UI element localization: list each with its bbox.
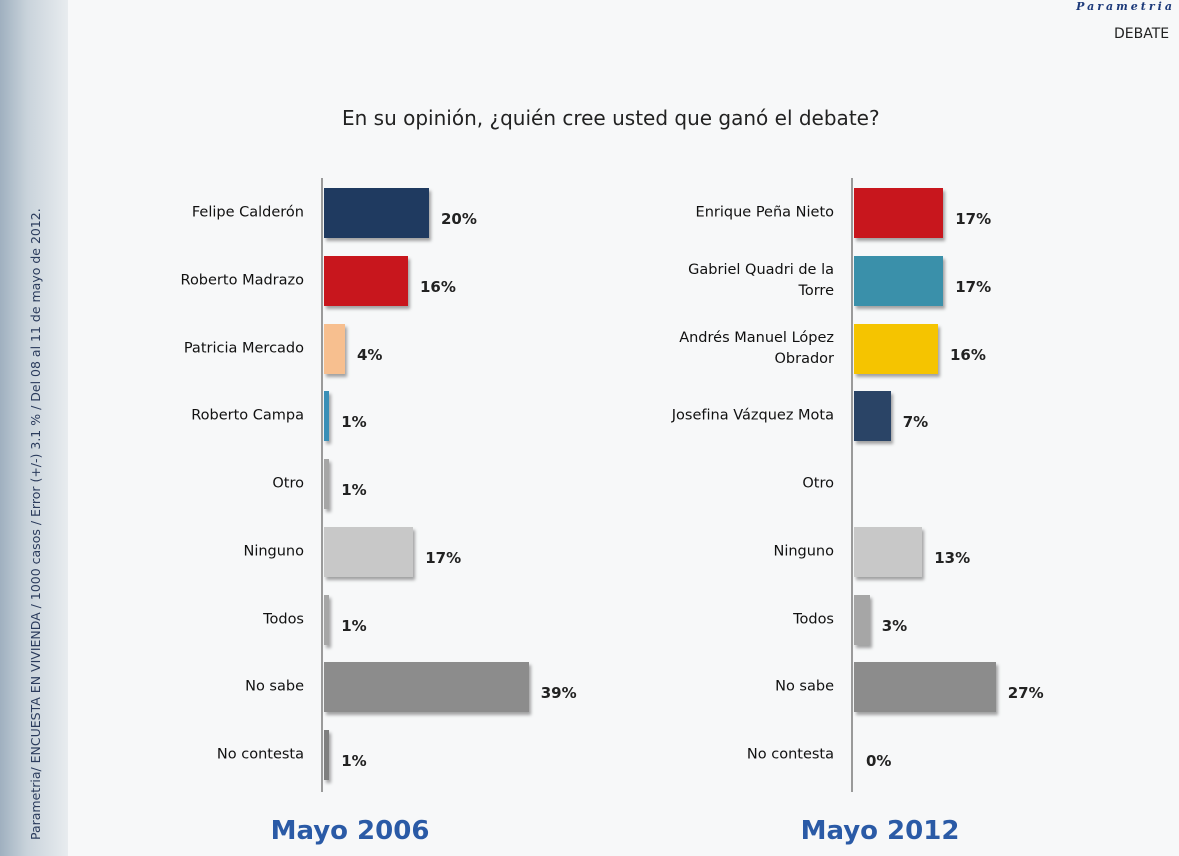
value-label: 13% xyxy=(934,548,971,567)
category-label: No contesta xyxy=(746,746,834,763)
value-label: 16% xyxy=(950,345,986,364)
category-label: Todos xyxy=(263,611,304,627)
bar xyxy=(854,188,944,238)
value-label: 20% xyxy=(441,210,477,228)
value-label: 17% xyxy=(955,210,992,228)
category-label: Ninguno xyxy=(243,543,304,560)
section-label: DEBATE xyxy=(1114,26,1170,42)
value-label: 17% xyxy=(425,548,462,567)
value-label: 27% xyxy=(1007,684,1044,703)
bar xyxy=(324,188,429,238)
category-label: Otro xyxy=(802,475,834,492)
source-note: Parametria/ ENCUESTA EN VIVIENDA / 1000 … xyxy=(28,208,43,840)
category-label: Andrés Manuel López Obrador xyxy=(679,329,834,367)
bar xyxy=(324,391,330,442)
axis-line xyxy=(321,178,323,792)
category-label: Roberto Madrazo xyxy=(180,272,304,289)
value-label: 1% xyxy=(341,752,367,770)
bar xyxy=(854,323,938,374)
chart-title: Mayo 2006 xyxy=(270,816,430,846)
brand: Parametria xyxy=(1076,0,1175,13)
bar xyxy=(324,594,330,645)
category-label: Josefina Vázquez Mota xyxy=(671,407,834,424)
value-label: 1% xyxy=(341,413,367,432)
category-label: Gabriel Quadri de la Torre xyxy=(688,261,834,299)
value-label: 39% xyxy=(540,684,577,703)
axis-line xyxy=(851,178,853,792)
value-label: 16% xyxy=(420,277,456,296)
bar xyxy=(854,526,923,577)
category-label: Felipe Calderón xyxy=(191,204,304,221)
bar xyxy=(324,459,330,509)
value-label: 17% xyxy=(955,277,992,296)
bar xyxy=(324,730,330,780)
value-label: 3% xyxy=(881,616,908,635)
bar xyxy=(854,594,870,645)
bar xyxy=(324,255,408,306)
side-strip xyxy=(0,0,68,856)
bar xyxy=(854,391,891,442)
category-label: Roberto Campa xyxy=(191,407,304,424)
category-label: No contesta xyxy=(216,746,304,763)
bar xyxy=(854,255,944,306)
value-label: 0% xyxy=(866,752,892,770)
category-label: Otro xyxy=(272,475,304,492)
category-label: Patricia Mercado xyxy=(183,340,304,356)
category-label: Enrique Peña Nieto xyxy=(695,204,834,221)
value-label: 7% xyxy=(902,413,929,432)
bar xyxy=(324,323,345,374)
slide-title: En su opinión, ¿quién cree usted que gan… xyxy=(342,106,880,130)
value-label: 1% xyxy=(341,481,367,499)
bar xyxy=(854,662,996,713)
category-label: Ninguno xyxy=(773,543,834,560)
category-label: No sabe xyxy=(245,678,304,695)
bar xyxy=(324,662,529,713)
value-label: 1% xyxy=(341,616,367,635)
value-label: 4% xyxy=(357,345,383,364)
chart-title: Mayo 2012 xyxy=(800,816,960,846)
category-label: Todos xyxy=(793,611,834,627)
category-label: No sabe xyxy=(775,678,834,695)
bar xyxy=(324,526,414,577)
